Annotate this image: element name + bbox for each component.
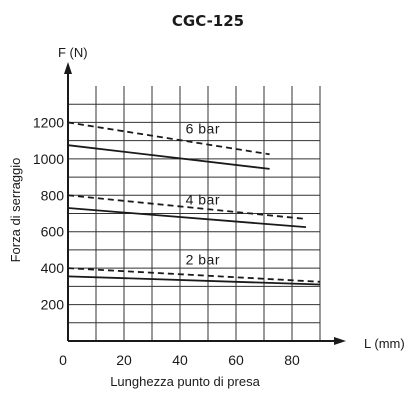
x-axis-title: Lunghezza punto di presa	[110, 374, 260, 389]
grid-lines	[68, 86, 321, 341]
x-tick-labels: 20 40 60 80	[116, 352, 300, 368]
axes	[64, 62, 346, 345]
series-labels: 6 bar 4 bar 2 bar	[186, 120, 220, 267]
y-axis-arrow	[64, 62, 72, 74]
y-tick-label: 1000	[33, 151, 64, 167]
series-label-6-bar: 6 bar	[186, 120, 220, 136]
series-6-bar-solid-line	[67, 144, 270, 170]
series-label-4-bar: 4 bar	[186, 191, 220, 207]
series-6-bar-dashed-line	[67, 121, 270, 156]
y-tick-label: 200	[41, 297, 65, 313]
series-lines	[67, 121, 321, 286]
x-tick-label: 20	[116, 352, 132, 368]
y-axis-unit: F (N)	[58, 45, 88, 60]
y-tick-label: 800	[41, 187, 65, 203]
chart-title: CGC-125	[172, 12, 244, 30]
y-tick-label: 1200	[33, 114, 64, 130]
x-axis-unit: L (mm)	[364, 336, 405, 351]
y-tick-labels: 200 400 600 800 1000 1200	[33, 114, 64, 312]
x-tick-label: 40	[172, 352, 188, 368]
series-4-bar-solid-line	[67, 207, 307, 229]
x-tick-label: 60	[228, 352, 244, 368]
series-2-bar-dashed-line	[67, 267, 321, 283]
y-tick-label: 600	[41, 224, 65, 240]
x-tick-label: 80	[284, 352, 300, 368]
series-label-2-bar: 2 bar	[186, 252, 220, 268]
x-axis-arrow	[334, 337, 346, 345]
series-2-bar-solid-line	[67, 275, 321, 286]
y-axis-title: Forza di serraggio	[8, 158, 23, 263]
origin-label: 0	[59, 352, 67, 368]
y-tick-label: 400	[41, 260, 65, 276]
